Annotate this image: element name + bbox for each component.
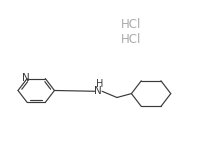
Text: HCl: HCl (121, 18, 141, 31)
Text: H: H (95, 79, 103, 89)
Text: N: N (21, 73, 29, 83)
Text: N: N (94, 86, 102, 96)
Text: HCl: HCl (121, 33, 141, 46)
